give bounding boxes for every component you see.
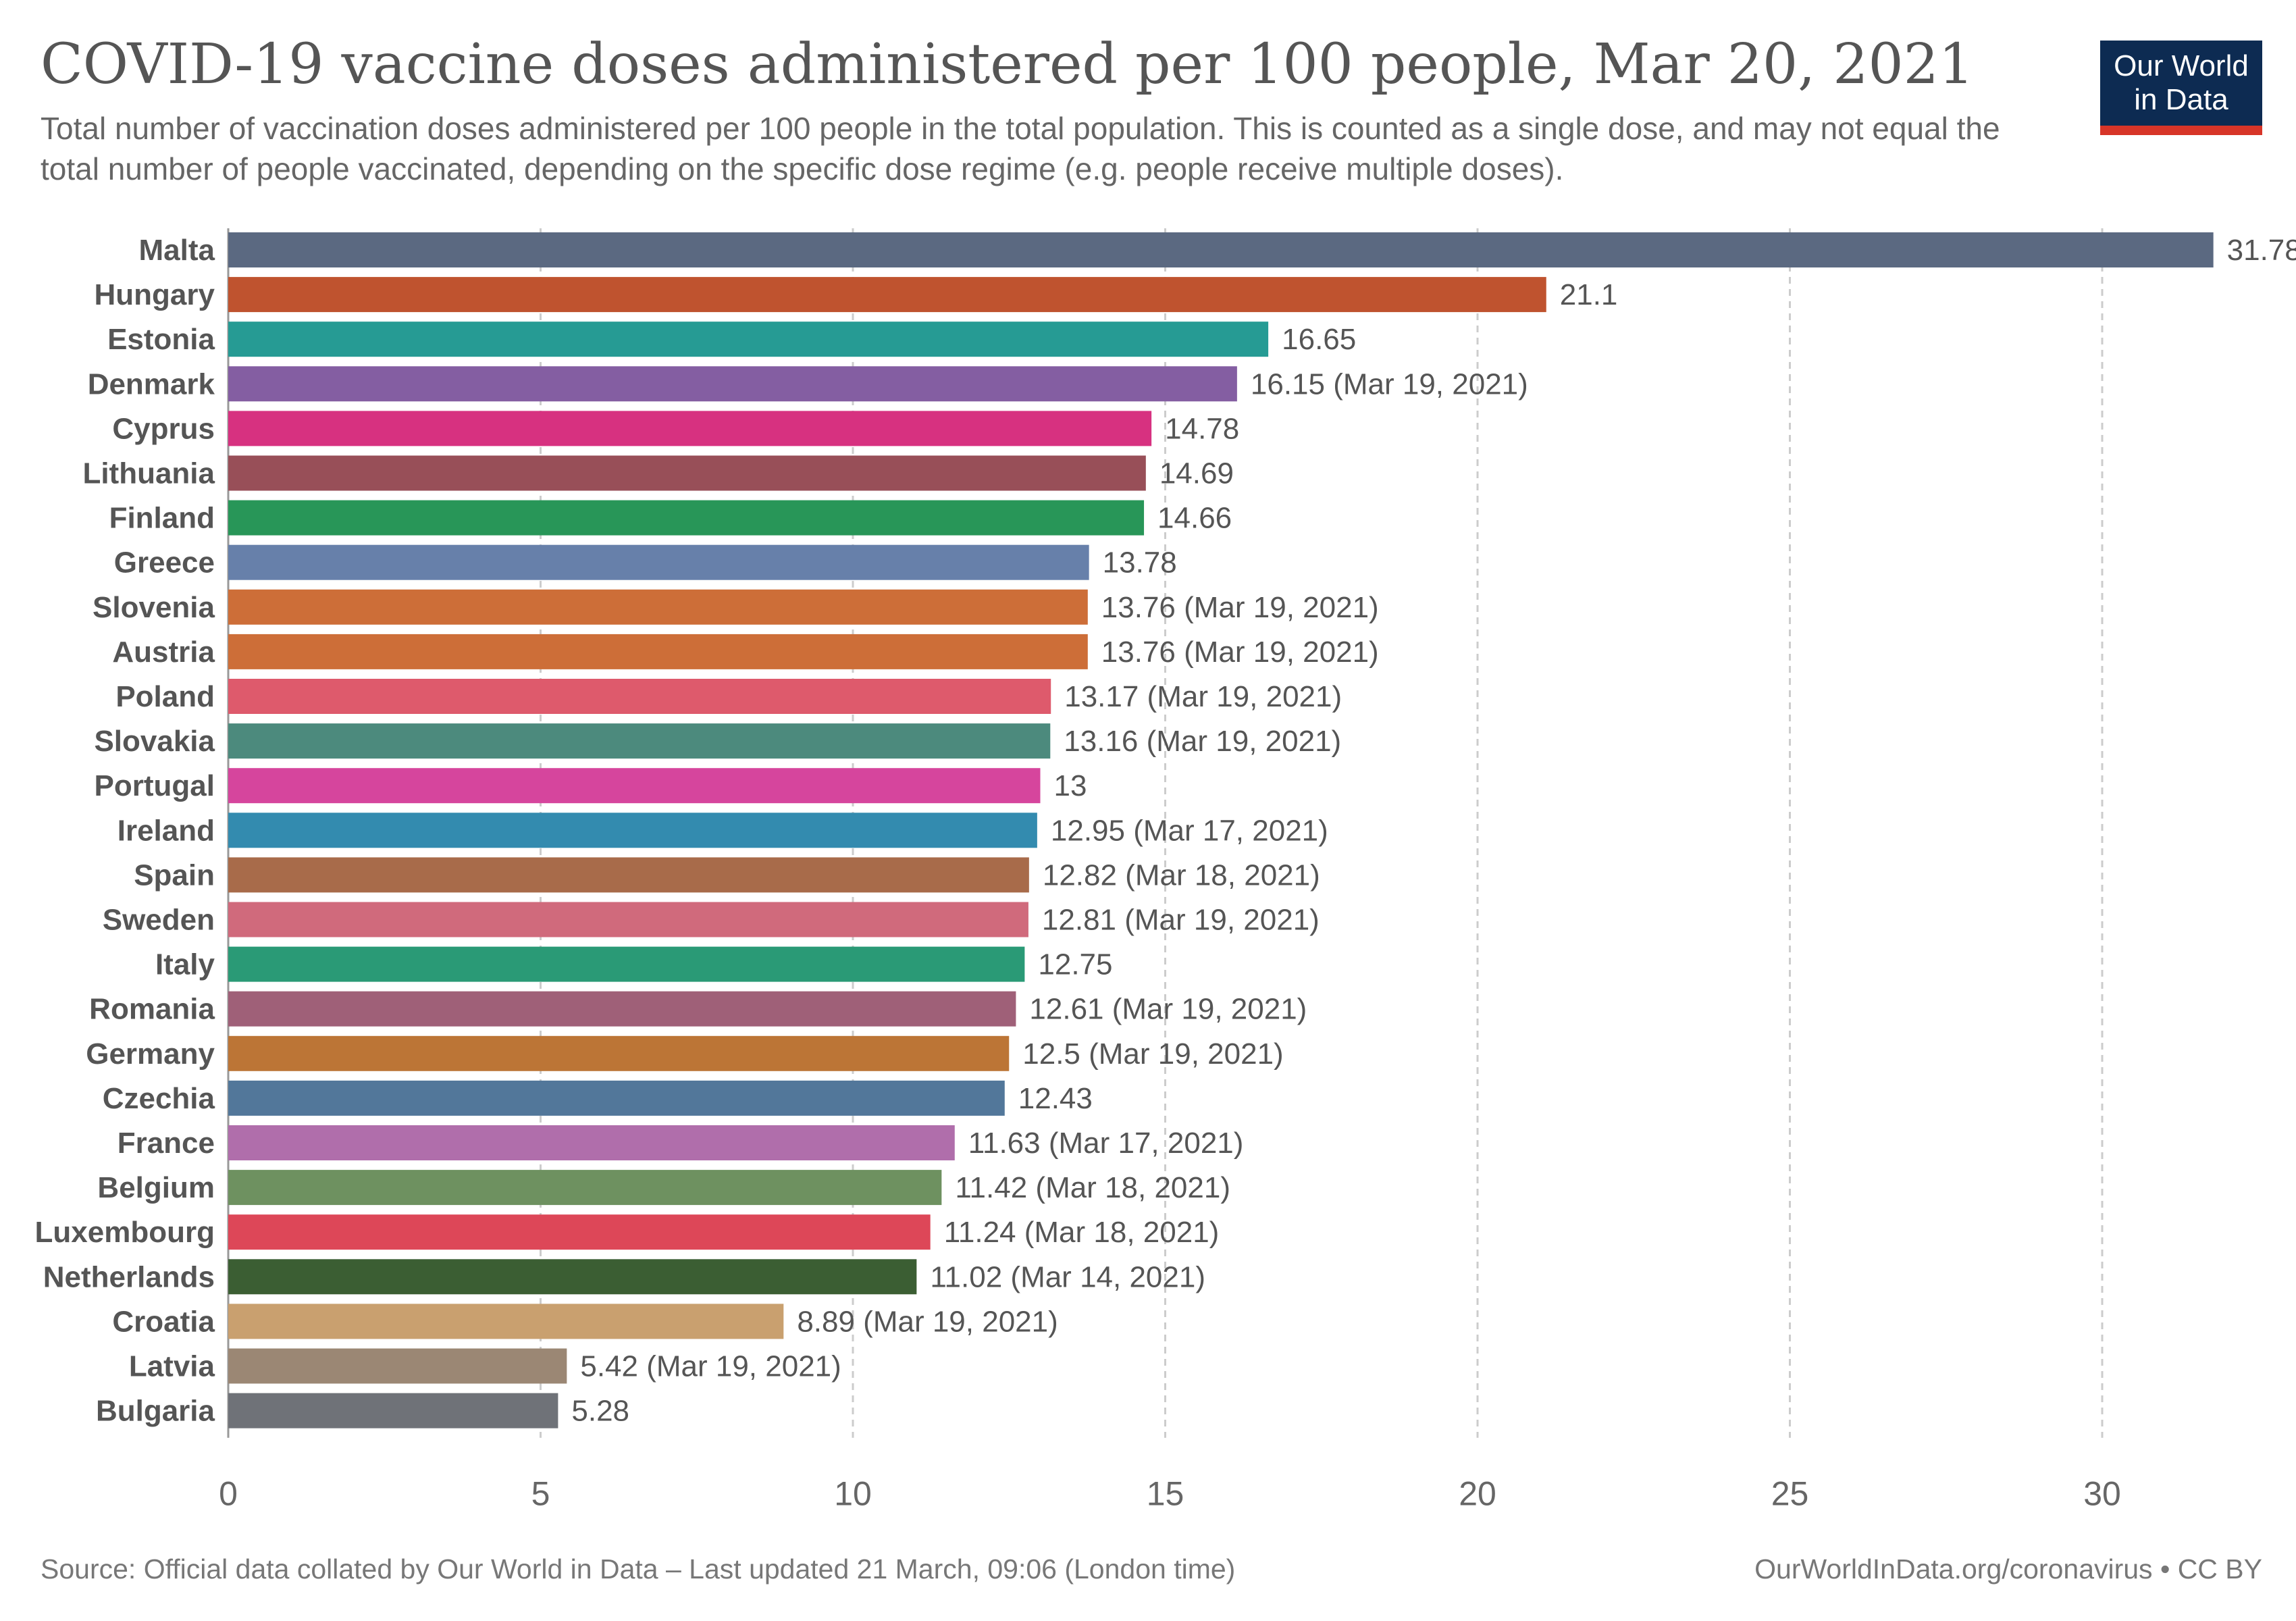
value-label: 5.42 (Mar 19, 2021): [580, 1350, 841, 1383]
value-label: 12.81 (Mar 19, 2021): [1042, 904, 1320, 937]
bar: [228, 1393, 558, 1429]
bar: [228, 1125, 955, 1160]
category-label: Poland: [115, 680, 215, 713]
bar: [228, 1170, 942, 1206]
bar: [228, 1304, 784, 1339]
bar: [228, 902, 1028, 937]
chart-title: COVID-19 vaccine doses administered per …: [41, 32, 1974, 97]
category-label: Netherlands: [43, 1260, 215, 1293]
bar: [228, 1259, 917, 1295]
value-label: 14.66: [1157, 502, 1232, 535]
category-label: Portugal: [95, 769, 215, 802]
category-label: Ireland: [118, 814, 215, 847]
bar: [228, 232, 2214, 267]
logo-line-2: in Data: [2134, 83, 2228, 116]
value-label: 11.24 (Mar 18, 2021): [944, 1216, 1220, 1249]
category-label: Hungary: [95, 278, 215, 311]
x-tick-label: 20: [1459, 1475, 1496, 1513]
bar: [228, 1214, 931, 1250]
value-label: 12.75: [1038, 948, 1112, 981]
category-label: Luxembourg: [35, 1216, 215, 1249]
bar: [228, 634, 1088, 669]
value-label: 13.17 (Mar 19, 2021): [1064, 680, 1342, 713]
value-label: 8.89 (Mar 19, 2021): [797, 1305, 1058, 1338]
category-label: Czechia: [103, 1082, 215, 1115]
bars: Malta 31.78 (Mar 19, 2021) Hungary 21.1 Esto…: [35, 232, 2296, 1429]
value-label: 12.61 (Mar 19, 2021): [1029, 993, 1307, 1026]
value-label: 11.63 (Mar 17, 2021): [968, 1127, 1244, 1160]
bar: [228, 723, 1051, 759]
value-label: 13.78: [1103, 546, 1177, 580]
category-label: Italy: [155, 948, 215, 981]
x-tick-label: 5: [531, 1475, 550, 1513]
credit-link[interactable]: OurWorldInData.org/coronavirus • CC BY: [1754, 1553, 2262, 1585]
value-label: 21.1: [1560, 278, 1618, 311]
bar: [228, 1080, 1005, 1116]
bar: [228, 277, 1546, 313]
category-label: Sweden: [103, 904, 215, 937]
category-label: Romania: [89, 993, 215, 1026]
bar: [228, 857, 1029, 893]
category-label: Bulgaria: [96, 1395, 215, 1428]
value-label: 12.43: [1018, 1082, 1093, 1115]
category-label: Austria: [112, 636, 215, 669]
category-label: Spain: [134, 858, 215, 892]
bar: [228, 411, 1152, 446]
bar: [228, 1035, 1010, 1071]
category-label: Denmark: [88, 367, 215, 401]
category-label: Slovakia: [94, 725, 215, 758]
value-label: 13.76 (Mar 19, 2021): [1101, 591, 1379, 624]
bar: [228, 813, 1037, 848]
owid-logo[interactable]: Our World in Data: [2100, 41, 2262, 135]
category-label: Greece: [114, 546, 215, 580]
category-label: Croatia: [112, 1305, 215, 1338]
category-label: Estonia: [107, 323, 215, 356]
value-label: 16.65: [1282, 323, 1356, 356]
x-tick-label: 10: [834, 1475, 872, 1513]
category-label: Belgium: [97, 1171, 215, 1204]
category-label: Germany: [86, 1037, 215, 1071]
bar: [228, 455, 1146, 491]
value-label: 12.5 (Mar 19, 2021): [1022, 1037, 1283, 1071]
value-label: 12.95 (Mar 17, 2021): [1051, 814, 1328, 847]
value-label: 11.42 (Mar 18, 2021): [955, 1171, 1230, 1204]
logo-line-1: Our World: [2114, 49, 2249, 82]
bar: [228, 321, 1269, 357]
value-label: 13.76 (Mar 19, 2021): [1101, 636, 1379, 669]
category-label: Latvia: [129, 1350, 215, 1383]
bar: [228, 589, 1088, 625]
bar: [228, 991, 1016, 1027]
x-axis-ticks: 0 5 10 15 20 25 30: [219, 1475, 2121, 1513]
value-label: 14.78: [1165, 412, 1239, 445]
value-label: 14.69: [1159, 457, 1234, 490]
bar: [228, 1348, 567, 1384]
chart-subtitle: Total number of vaccination doses admini…: [41, 111, 2000, 186]
source-note: Source: Official data collated by Our Wo…: [41, 1553, 1236, 1585]
value-label: 16.15 (Mar 19, 2021): [1251, 367, 1528, 401]
value-label: 11.02 (Mar 14, 2021): [930, 1260, 1205, 1293]
x-tick-label: 0: [219, 1475, 238, 1513]
bar: [228, 768, 1041, 804]
x-tick-label: 30: [2083, 1475, 2121, 1513]
x-tick-label: 25: [1771, 1475, 1809, 1513]
value-label: 13: [1054, 769, 1087, 802]
bar: [228, 544, 1089, 580]
value-label: 31.78 (Mar 19, 2021): [2227, 234, 2296, 267]
category-label: France: [118, 1127, 215, 1160]
category-label: Slovenia: [93, 591, 215, 624]
category-label: Lithuania: [82, 457, 215, 490]
category-label: Finland: [109, 502, 215, 535]
bar: [228, 500, 1145, 536]
category-label: Malta: [139, 234, 215, 267]
bar-chart: Malta 31.78 (Mar 19, 2021) Hungary 21.1 Esto…: [35, 228, 2296, 1513]
category-label: Cyprus: [112, 412, 215, 445]
bar: [228, 679, 1051, 714]
bar: [228, 946, 1025, 982]
bar: [228, 366, 1237, 402]
value-label: 13.16 (Mar 19, 2021): [1064, 725, 1341, 758]
value-label: 5.28: [571, 1395, 629, 1428]
x-tick-label: 15: [1147, 1475, 1184, 1513]
value-label: 12.82 (Mar 18, 2021): [1043, 858, 1320, 892]
